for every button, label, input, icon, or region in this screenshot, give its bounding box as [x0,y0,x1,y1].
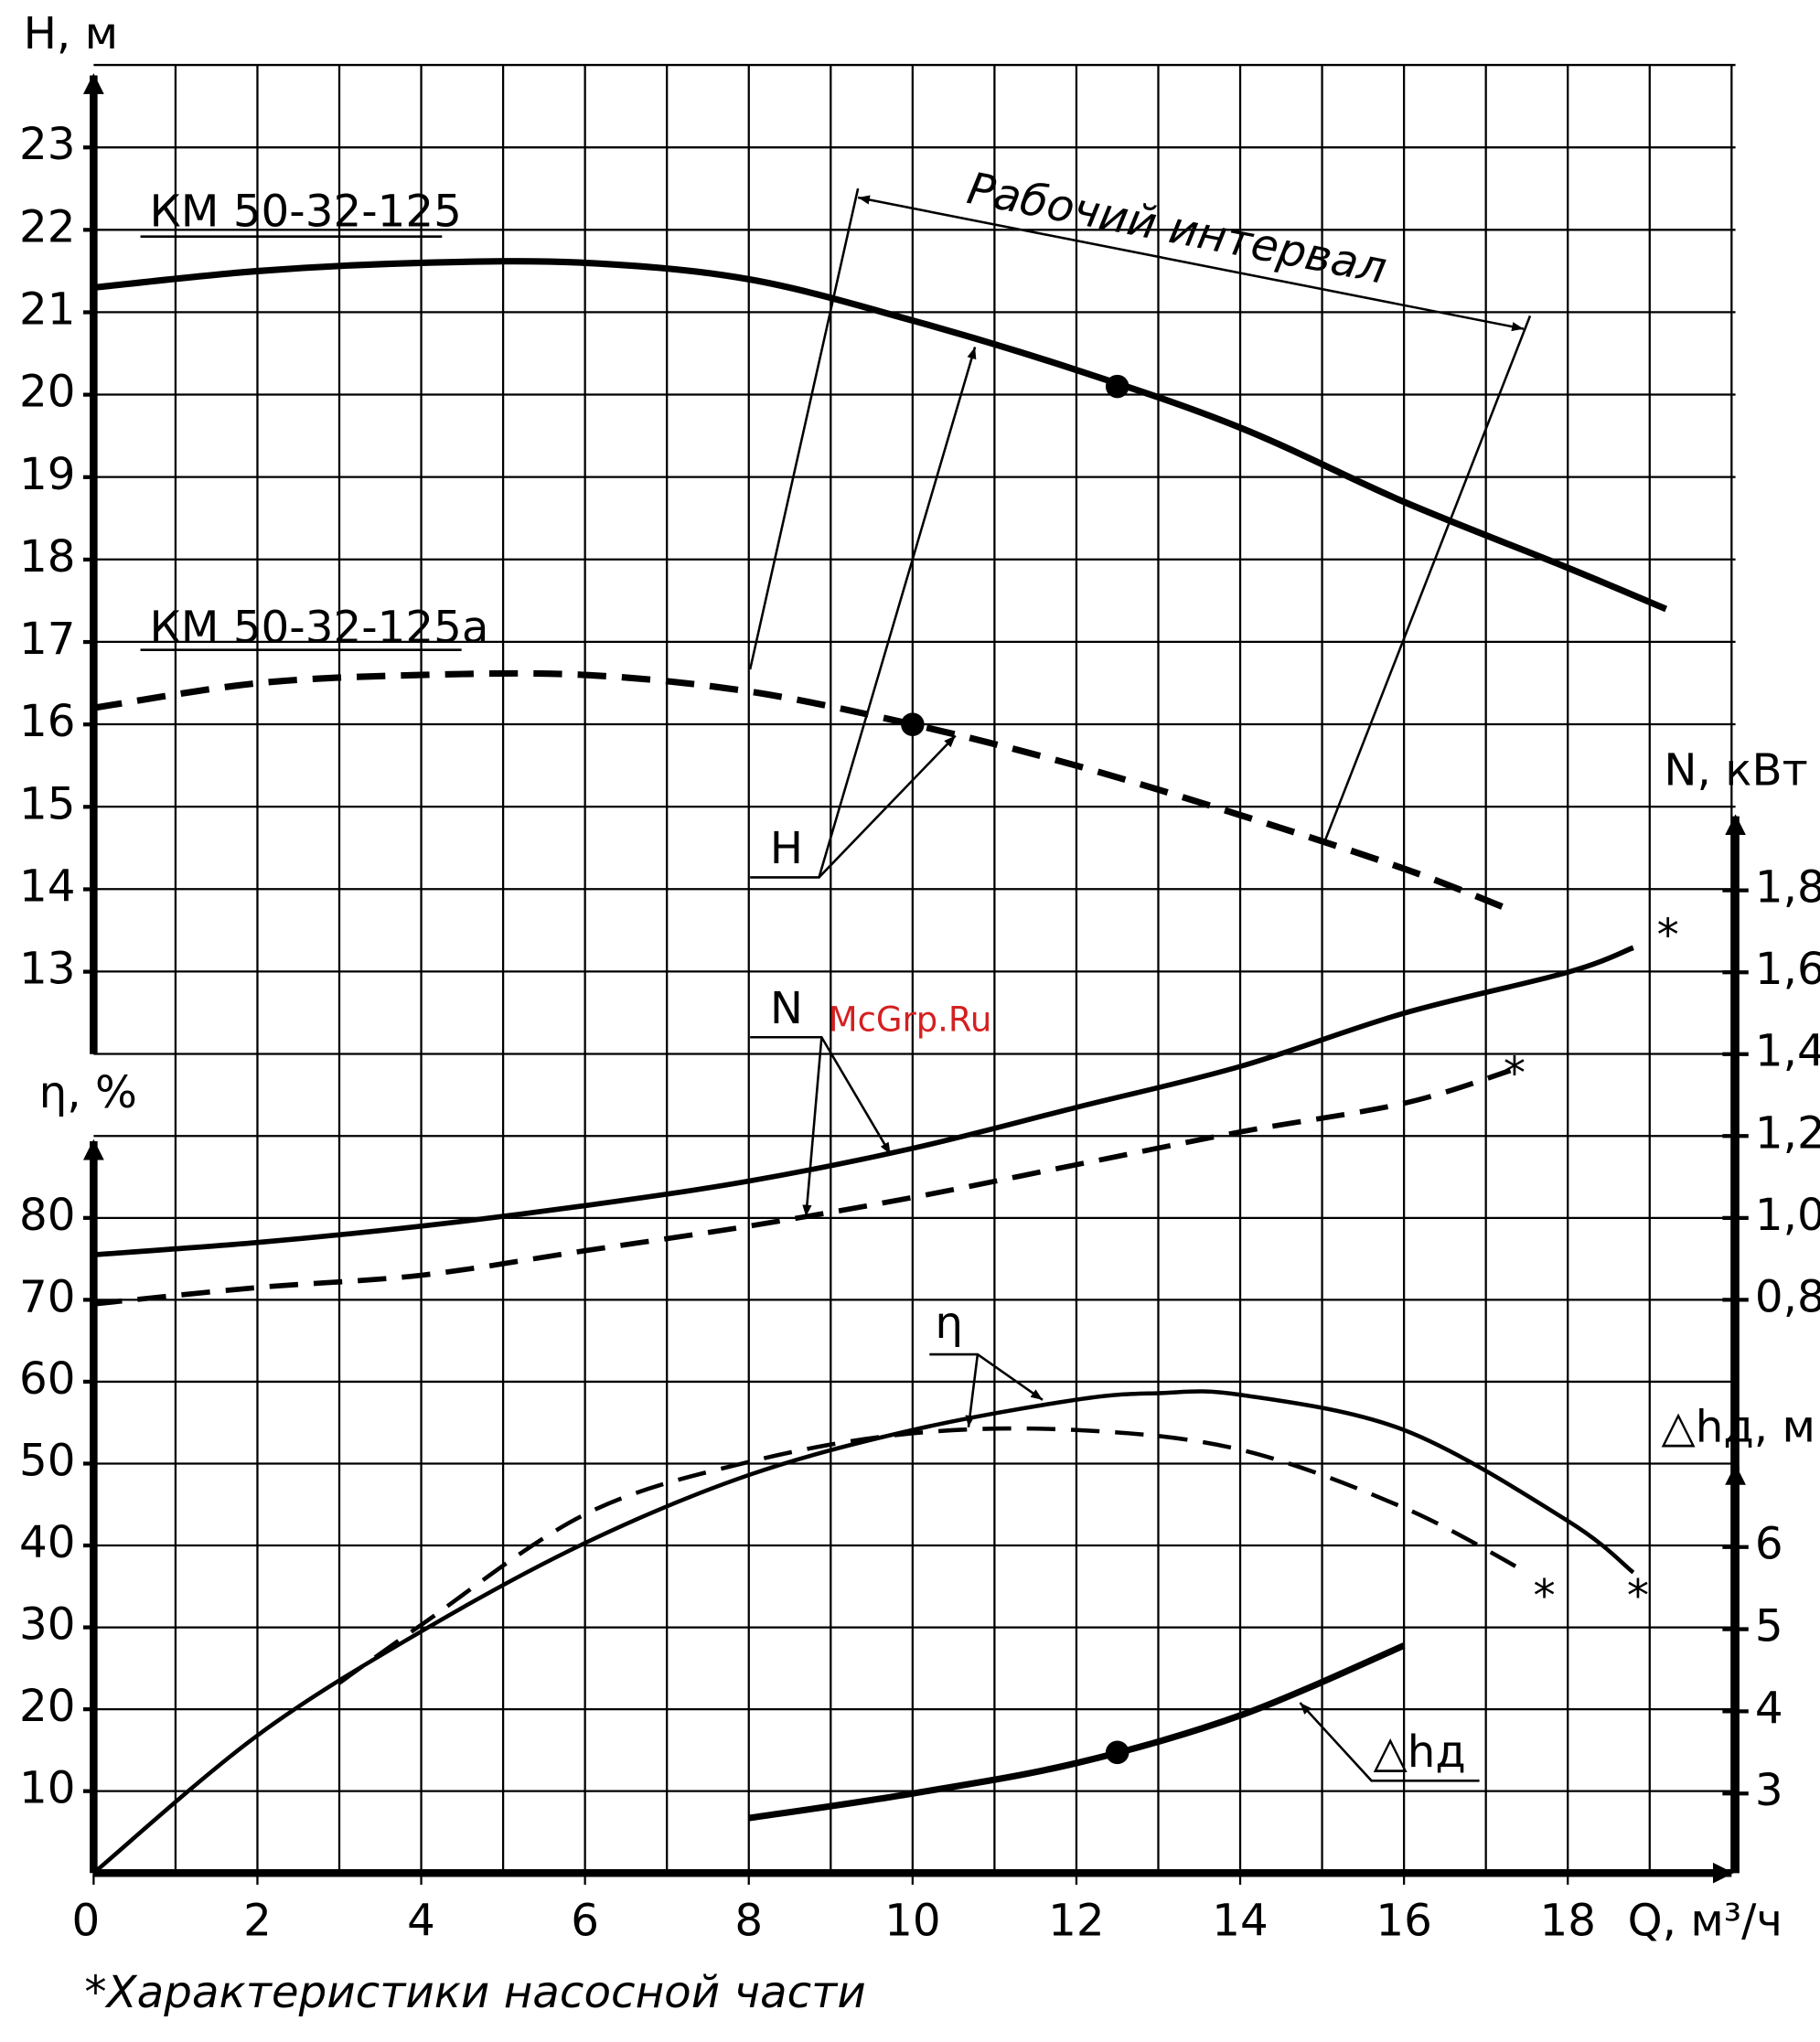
x-tick-label: 10 [884,1896,940,1947]
x-tick-label: 12 [1048,1896,1104,1947]
x-tick-label: 2 [243,1896,272,1947]
series-label: КМ 50-32-125а [149,602,488,653]
series-line [93,1067,1512,1307]
axis-label: N, кВт [1664,745,1807,796]
y-tick-label: 20 [19,367,75,418]
series-line [93,945,1634,1257]
y-tick-label: 80 [19,1190,75,1241]
watermark: McGrp.Ru [829,1000,992,1040]
axis-label: Q, м³/ч [1628,1896,1783,1947]
y-tick-label: 10 [19,1763,75,1814]
y-tick-label: 1,6 [1755,944,1820,995]
y-tick-label: 14 [19,861,75,912]
curve-label: H [770,823,803,874]
series-line [93,258,1668,613]
series-label: КМ 50-32-125 [149,187,461,238]
y-tick-label: 4 [1755,1683,1783,1734]
leader [1299,1702,1480,1782]
y-tick-label: 19 [19,449,75,500]
x-tick-label: 16 [1376,1896,1431,1947]
y-tick-label: 13 [19,944,75,995]
y-tick-label: 1,8 [1755,862,1820,914]
axis-label: H, м [24,8,118,59]
grid [93,63,1736,1874]
operating-point [1105,374,1129,399]
x-tick-label: 18 [1539,1896,1595,1947]
y-tick-label: 70 [19,1271,75,1322]
y-tick-label: 40 [19,1517,75,1568]
y-tick-label: 15 [19,778,75,829]
curve-label: η [935,1298,963,1349]
leader [748,187,860,670]
curve-label: N [770,983,803,1034]
series-line [92,669,1512,914]
y-tick-label: 1,0 [1755,1190,1820,1241]
y-tick-label: 3 [1755,1765,1783,1816]
operating-point [1105,1740,1129,1765]
asterisk: * [1627,1570,1649,1621]
leader [965,1353,980,1427]
y-tick-label: 22 [19,201,75,252]
x-tick-label: 0 [71,1896,100,1947]
axis-label: η, % [39,1067,137,1118]
leader [750,347,977,879]
y-tick-label: 60 [19,1353,75,1405]
x-tick-label: 14 [1212,1896,1268,1947]
asterisk: * [1657,910,1679,961]
y-tick-label: 1,2 [1755,1107,1820,1159]
y-tick-label: 1,4 [1755,1026,1820,1077]
leader [802,1037,823,1217]
y-tick-label: 20 [19,1681,75,1732]
leader [818,734,957,879]
y-tick-label: 18 [19,531,75,583]
y-tick-label: 50 [19,1435,75,1486]
asterisk: * [1534,1570,1556,1621]
y-tick-label: 6 [1755,1519,1783,1570]
x-tick-label: 8 [734,1896,763,1947]
y-tick-label: 0,8 [1755,1271,1820,1322]
x-tick-label: 4 [407,1896,435,1947]
series-line [748,1642,1406,1822]
footnote: *Характеристики насосной части [84,1967,865,2018]
y-tick-label: 23 [19,119,75,170]
y-tick-label: 16 [19,696,75,747]
y-tick-label: 17 [19,614,75,665]
x-tick-label: 6 [571,1896,599,1947]
curve-label: △hд [1374,1727,1466,1778]
interval-arrow [857,195,1525,332]
interval-label: Рабочий интервал [963,163,1390,294]
leaders [140,187,1532,1782]
leader [1322,315,1532,846]
y-tick-label: 21 [19,283,75,335]
y-tick-label: 5 [1755,1601,1783,1652]
operating-point [901,712,925,736]
axis-label: △hд, м [1662,1402,1815,1453]
leader [929,1352,1044,1401]
y-tick-label: 30 [19,1599,75,1651]
series-line [337,1426,1528,1685]
